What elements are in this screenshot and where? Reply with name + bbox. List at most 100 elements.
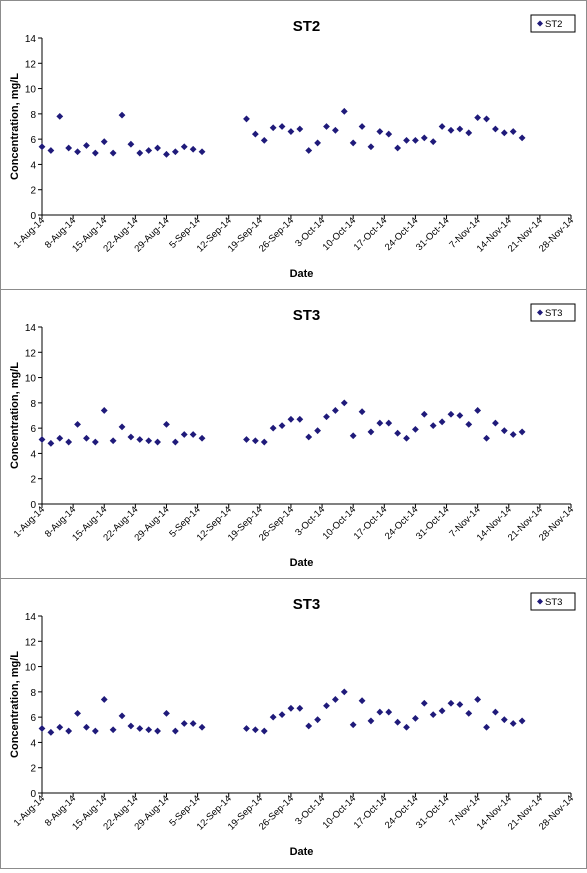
legend: ST3 (530, 303, 576, 322)
y-tick-label: 10 (25, 374, 37, 385)
y-tick-label: 12 (25, 348, 37, 359)
data-point (243, 115, 250, 123)
x-axis-label: Date (290, 557, 314, 569)
chart-title: ST3 (293, 596, 321, 613)
data-point (314, 139, 322, 147)
data-point (305, 722, 313, 730)
data-point (180, 143, 188, 151)
data-point (447, 699, 455, 707)
data-point (403, 434, 410, 442)
y-tick-label: 10 (25, 663, 37, 674)
y-tick-label: 4 (30, 738, 36, 749)
data-point (118, 423, 126, 431)
data-point (385, 708, 393, 716)
data-point (376, 128, 384, 135)
data-point (269, 713, 277, 721)
data-point (154, 438, 161, 446)
data-point (154, 144, 161, 152)
data-point (189, 720, 197, 727)
data-point (287, 415, 295, 423)
data-point (500, 716, 508, 724)
y-tick-label: 4 (30, 449, 36, 460)
data-point (474, 114, 482, 122)
chart-title: ST2 (293, 18, 321, 35)
data-point (518, 717, 526, 725)
data-point (171, 727, 179, 735)
y-tick-label: 12 (25, 637, 37, 648)
legend-marker (537, 309, 543, 316)
data-point (331, 407, 339, 414)
data-point (456, 701, 464, 708)
data-point (465, 129, 473, 137)
data-point (483, 723, 490, 731)
y-tick-label: 14 (25, 34, 37, 45)
data-point (171, 438, 179, 446)
data-point (305, 433, 313, 441)
data-point (83, 142, 90, 149)
data-point (74, 420, 81, 428)
x-tick-label: 31-Oct-14 (414, 504, 452, 542)
data-point (492, 125, 499, 133)
data-point (47, 439, 55, 447)
data-point (91, 727, 99, 735)
data-point (340, 107, 348, 115)
data-point (349, 139, 357, 147)
data-point (278, 711, 286, 719)
data-point (65, 438, 73, 446)
data-point (474, 407, 482, 414)
legend-label: ST3 (545, 597, 562, 608)
data-point (243, 436, 250, 443)
data-point (56, 434, 64, 442)
legend-box (530, 303, 576, 322)
scatter-chart-st3-lower: ST3 Concentration, mg/L Date 0 2 4 6 8 10 12 14 1-A… (9, 592, 576, 858)
y-tick-label: 10 (25, 85, 37, 96)
data-point (509, 431, 517, 438)
data-point (296, 704, 304, 712)
data-point (47, 728, 55, 736)
legend-label: ST2 (545, 19, 562, 30)
y-tick-label: 6 (30, 713, 36, 724)
y-tick-label: 8 (30, 110, 36, 121)
chart-panel-st3-upper: ST3 Concentration, mg/L Date 0 2 4 6 8 10 12 14 1-A… (0, 289, 587, 579)
data-point (269, 424, 277, 432)
data-point (269, 124, 277, 132)
data-point (260, 438, 268, 446)
data-point (296, 415, 304, 423)
data-point (403, 137, 410, 144)
data-point (412, 715, 419, 722)
data-point (323, 702, 330, 710)
data-point (483, 115, 490, 123)
data-point (420, 699, 428, 707)
data-point (100, 696, 108, 703)
data-point (492, 419, 499, 427)
x-axis-label: Date (290, 268, 314, 280)
data-point (198, 148, 206, 156)
y-tick-label: 2 (30, 186, 36, 197)
data-point (438, 418, 446, 426)
data-point (465, 709, 473, 717)
data-point (385, 419, 393, 427)
data-point (403, 723, 410, 731)
data-point (358, 408, 366, 416)
x-axis-label: Date (290, 846, 314, 858)
y-tick-label: 14 (25, 323, 37, 334)
data-point (127, 722, 135, 730)
data-point (278, 422, 286, 430)
data-point (323, 413, 330, 421)
legend: ST2 (530, 14, 576, 33)
scatter-chart-st3-upper: ST3 Concentration, mg/L Date 0 2 4 6 8 10 12 14 1-A… (9, 303, 576, 569)
x-tick-label: 1-Aug-14 (12, 215, 47, 250)
data-point (385, 130, 393, 138)
data-point (260, 727, 268, 735)
data-point (136, 725, 144, 732)
data-point (296, 125, 304, 133)
y-tick-label: 0 (30, 500, 36, 511)
data-point (314, 716, 322, 724)
data-point (509, 720, 517, 727)
data-point (412, 426, 419, 433)
y-tick-label: 2 (30, 475, 36, 486)
data-point (394, 144, 402, 152)
data-point (323, 123, 330, 130)
data-point (376, 419, 384, 427)
